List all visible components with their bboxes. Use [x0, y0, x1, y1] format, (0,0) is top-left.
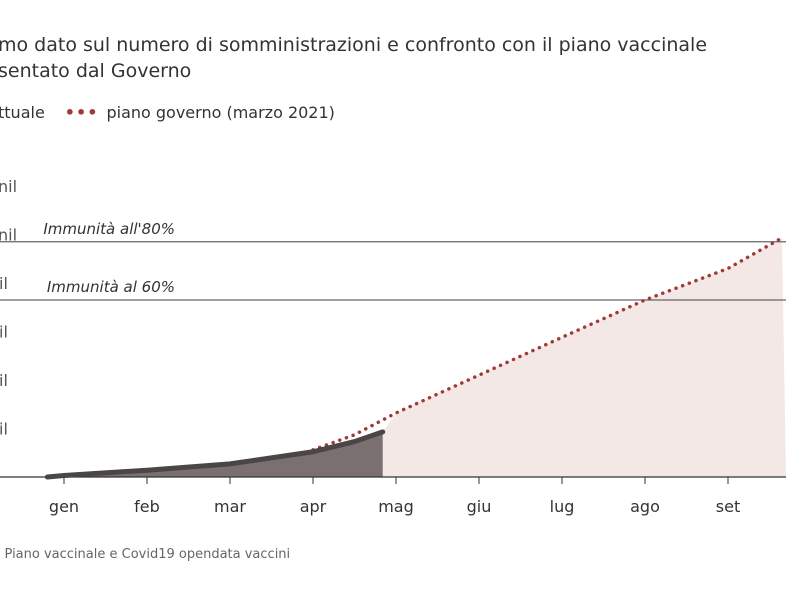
y-tick-label-2: il [0, 323, 8, 342]
y-tick-label-5: nil [0, 177, 17, 196]
source-note: : Piano vaccinale e Covid19 opendata vac… [0, 547, 291, 562]
x-tick-label-ago: ago [630, 497, 660, 516]
plan-series-line [311, 236, 784, 452]
x-tick-label-giu: giu [467, 497, 492, 516]
x-tick-label-set: set [716, 497, 740, 516]
x-tick-label-mag: mag [378, 497, 414, 516]
x-tick-label-lug: lug [550, 497, 575, 516]
title-line-2: sentato dal Governo [0, 60, 192, 82]
y-tick-label-4: nil [0, 226, 17, 245]
x-tick-label-gen: gen [49, 497, 79, 516]
legend-plan-dots-icon: ••• [64, 103, 99, 122]
y-tick-label-0: il [0, 420, 8, 439]
reference-label-1: Immunità al 60% [47, 278, 175, 296]
x-tick-label-mar: mar [214, 497, 246, 516]
legend-plan-label: piano governo (marzo 2021) [106, 103, 335, 122]
actual-series-line [44, 429, 386, 480]
reference-label-0: Immunità all'80% [43, 220, 175, 238]
plan-area [382, 237, 786, 477]
legend: ttuale ••• piano governo (marzo 2021) [0, 103, 335, 122]
y-tick-label-1: il [0, 371, 8, 390]
title-line-1: mo dato sul numero di somministrazioni e… [0, 34, 708, 56]
chart-title: mo dato sul numero di somministrazioni e… [0, 32, 707, 84]
x-tick-label-feb: feb [134, 497, 160, 516]
legend-actual-label: ttuale [0, 103, 45, 122]
actual-area [47, 431, 383, 477]
y-tick-label-3: il [0, 274, 8, 293]
x-tick-label-apr: apr [300, 497, 327, 516]
